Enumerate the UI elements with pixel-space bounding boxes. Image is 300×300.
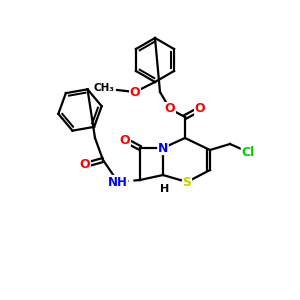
Text: NH: NH — [108, 176, 128, 188]
Text: O: O — [120, 134, 130, 146]
Text: O: O — [80, 158, 90, 172]
Text: O: O — [195, 103, 205, 116]
Text: Cl: Cl — [242, 146, 255, 158]
Text: CH₃: CH₃ — [94, 83, 115, 93]
Text: O: O — [165, 103, 175, 116]
Text: O: O — [130, 85, 140, 98]
Text: H: H — [160, 184, 169, 194]
Text: N: N — [158, 142, 168, 154]
Text: S: S — [182, 176, 191, 188]
